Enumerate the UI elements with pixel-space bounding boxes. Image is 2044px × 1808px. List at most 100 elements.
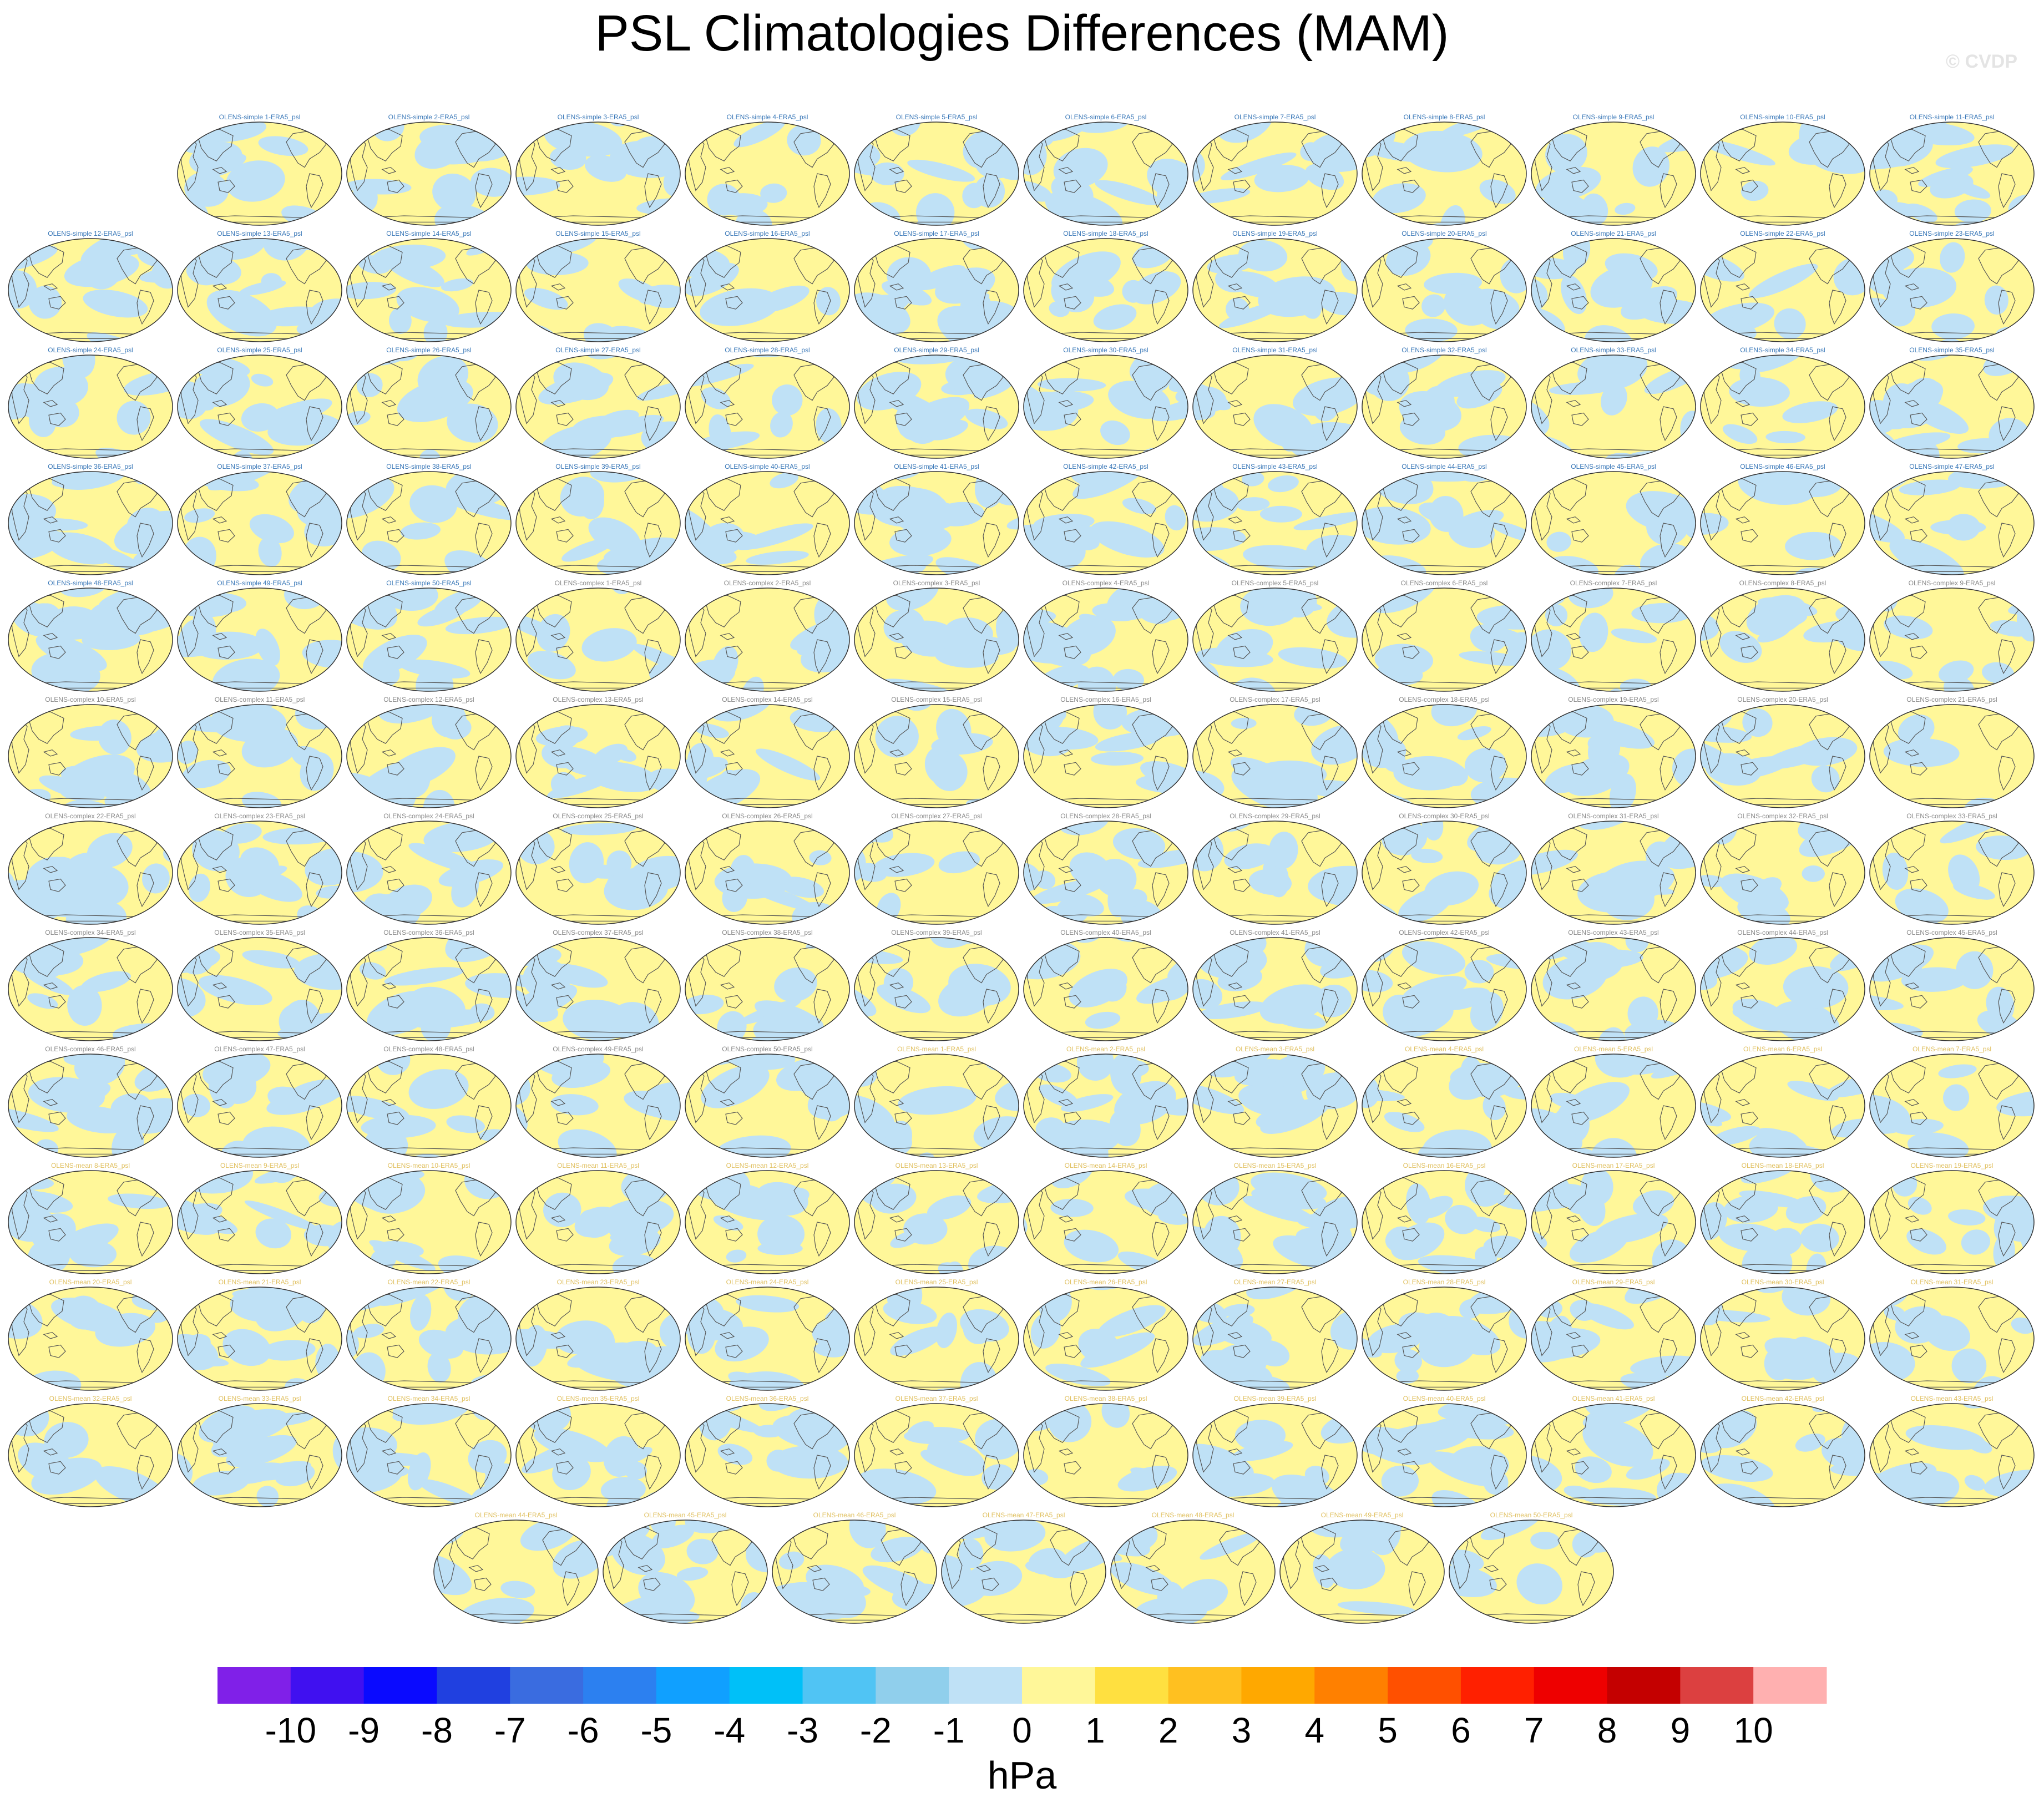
map-border [346, 937, 512, 1041]
panel-title: OLENS-simple 19-ERA5_psl [1232, 230, 1318, 237]
global-map [1869, 238, 2035, 342]
negative-anomaly-region [873, 853, 935, 877]
negative-anomaly-region [1748, 355, 1805, 373]
negative-anomaly-region [1479, 179, 1516, 204]
colorbar-swatch [437, 1667, 510, 1704]
negative-anomaly-region [753, 285, 809, 313]
map-border [1700, 588, 1865, 692]
coastline [48, 762, 66, 776]
map-border [515, 471, 681, 575]
negative-anomaly-region [712, 646, 738, 682]
map-border [1531, 121, 1696, 226]
map-border [1869, 354, 2035, 459]
panel-title: OLENS-simple 38-ERA5_psl [386, 463, 472, 470]
global-map [854, 121, 1019, 226]
map-border [1531, 471, 1696, 575]
negative-anomaly-region [735, 209, 773, 225]
coastline [196, 595, 234, 627]
map-border [8, 471, 173, 575]
global-map [346, 937, 512, 1041]
coastline [644, 290, 662, 325]
map-panel: OLENS-complex 32-ERA5_psl [1699, 812, 1866, 925]
coastline [217, 529, 235, 543]
colorbar-swatch [1241, 1667, 1315, 1704]
colorbar-swatch [876, 1667, 949, 1704]
map-panel: OLENS-complex 26-ERA5_psl [684, 812, 851, 925]
negative-anomaly-region [685, 994, 724, 1015]
negative-anomaly-region [1139, 604, 1172, 624]
map-panel: OLENS-simple 32-ERA5_psl [1361, 346, 1527, 459]
map-panel: OLENS-complex 6-ERA5_psl [1361, 579, 1527, 692]
coastline [48, 412, 66, 426]
panel-title: OLENS-simple 46-ERA5_psl [1740, 463, 1825, 470]
map-border [854, 238, 1019, 342]
map-panel: OLENS-complex 35-ERA5_psl [176, 929, 343, 1042]
coastline [27, 828, 64, 860]
negative-anomaly-region [1940, 242, 1965, 273]
coastline [381, 399, 397, 407]
negative-anomaly-region [1459, 651, 1526, 666]
negative-anomaly-region [208, 472, 281, 490]
negative-anomaly-region [1402, 130, 1483, 173]
negative-anomaly-region [258, 136, 308, 156]
panel-title: OLENS-simple 26-ERA5_psl [386, 346, 472, 354]
negative-anomaly-region [760, 183, 787, 203]
negative-anomaly-region [534, 239, 598, 256]
map-border [685, 704, 850, 808]
coastline [1402, 878, 1420, 892]
coastline [1058, 399, 1074, 407]
negative-anomaly-region [1268, 475, 1299, 493]
negative-anomaly-region [1064, 893, 1104, 916]
negative-anomaly-region [470, 168, 511, 197]
global-map [685, 354, 850, 459]
global-map [854, 704, 1019, 808]
negative-anomaly-region [1889, 539, 1964, 575]
coastline [1735, 283, 1750, 291]
negative-anomaly-region [1579, 612, 1608, 652]
coastline [534, 944, 572, 977]
map-panel: OLENS-complex 13-ERA5_psl [515, 696, 681, 809]
coastline [644, 523, 662, 558]
map-border [515, 588, 681, 692]
negative-anomaly-region [1701, 513, 1729, 535]
coastline [212, 516, 227, 524]
coastline [813, 756, 831, 791]
negative-anomaly-region [1436, 762, 1468, 787]
negative-anomaly-region [1095, 731, 1163, 752]
coastline [1741, 645, 1758, 659]
global-map [515, 471, 681, 575]
global-map [1869, 471, 2035, 575]
negative-anomaly-region [1024, 621, 1091, 667]
coastline [534, 129, 572, 161]
coastline [534, 245, 572, 278]
colorbar-tick-label: 0 [1012, 1710, 1032, 1750]
negative-anomaly-region [1421, 294, 1446, 317]
coastline [1152, 872, 1170, 908]
coastline [1402, 762, 1420, 776]
global-map [1192, 121, 1358, 226]
coastline [1321, 290, 1339, 325]
panel-title: OLENS-complex 23-ERA5_psl [214, 812, 305, 820]
coastline [43, 283, 58, 291]
coastline [1910, 529, 1927, 543]
coastline [387, 412, 404, 426]
global-map [515, 238, 681, 342]
negative-anomaly-region [1278, 647, 1348, 669]
global-map [346, 588, 512, 692]
negative-anomaly-region [537, 614, 570, 652]
map-panel: OLENS-simple 34-ERA5_psl [1699, 346, 1866, 459]
negative-anomaly-region [1615, 202, 1636, 215]
coastline [720, 982, 735, 990]
coastline [873, 711, 910, 744]
coastline [873, 828, 910, 860]
coastline [1566, 516, 1581, 524]
coastline [1064, 762, 1081, 776]
map-border [1531, 238, 1696, 342]
colorbar-tick-label: -5 [640, 1710, 672, 1750]
negative-anomaly-region [67, 985, 102, 1026]
negative-anomaly-region [241, 728, 298, 768]
panel-title: OLENS-simple 48-ERA5_psl [48, 579, 133, 587]
coastline [1397, 516, 1412, 524]
map-panel: OLENS-simple 41-ERA5_psl [853, 463, 1020, 576]
map-panel: OLENS-simple 14-ERA5_psl [346, 230, 512, 343]
